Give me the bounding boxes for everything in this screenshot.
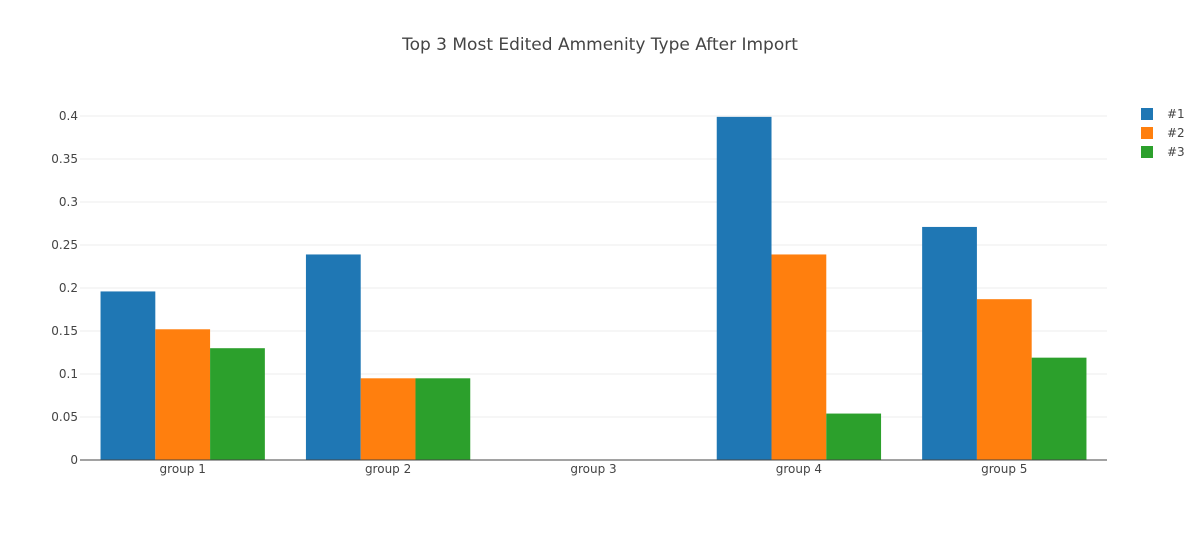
bar-group-1-series-1[interactable] — [100, 291, 156, 460]
x-tick-label: group 3 — [570, 462, 616, 476]
legend-swatch[interactable] — [1141, 146, 1153, 158]
x-tick-label: group 5 — [981, 462, 1027, 476]
legend-label[interactable]: #3 — [1167, 145, 1185, 159]
legend-swatch[interactable] — [1141, 108, 1153, 120]
x-tick-label: group 2 — [365, 462, 411, 476]
bar-group-1-series-2[interactable] — [155, 329, 211, 460]
bar-group-4-series-2[interactable] — [771, 254, 827, 460]
y-tick-label: 0.35 — [51, 152, 78, 166]
legend-label[interactable]: #1 — [1167, 107, 1185, 121]
legend: #1 #2 #3 — [1141, 107, 1185, 159]
y-tick-label: 0.25 — [51, 238, 78, 252]
y-tick-label: 0.1 — [59, 367, 78, 381]
bar-group-1-series-3[interactable] — [210, 348, 265, 460]
y-tick-label: 0.4 — [59, 109, 78, 123]
y-tick-label: 0.2 — [59, 281, 78, 295]
bar-group-4-series-1[interactable] — [716, 116, 772, 461]
y-tick-label: 0.3 — [59, 195, 78, 209]
y-tick-label: 0.05 — [51, 410, 78, 424]
legend-label[interactable]: #2 — [1167, 126, 1185, 140]
y-tick-label: 0 — [70, 453, 78, 467]
bar-group-2-series-2[interactable] — [360, 378, 416, 460]
bar-group-5-series-3[interactable] — [1031, 357, 1087, 460]
axes: 0 0.05 0.1 0.15 0.2 0.25 0.3 0.35 0.4 group 1 grou… — [51, 109, 1107, 476]
legend-swatch[interactable] — [1141, 127, 1153, 139]
bar-group-2-series-1[interactable] — [305, 254, 361, 460]
bars — [100, 116, 1087, 461]
bar-group-5-series-1[interactable] — [922, 226, 977, 460]
x-tick-label: group 4 — [776, 462, 822, 476]
bar-group-5-series-2[interactable] — [976, 299, 1032, 460]
y-tick-label: 0.15 — [51, 324, 78, 338]
bar-group-4-series-3[interactable] — [826, 413, 882, 460]
bar-group-2-series-3[interactable] — [415, 378, 471, 460]
chart-title: Top 3 Most Edited Ammenity Type After Im… — [401, 35, 798, 55]
x-tick-label: group 1 — [160, 462, 206, 476]
